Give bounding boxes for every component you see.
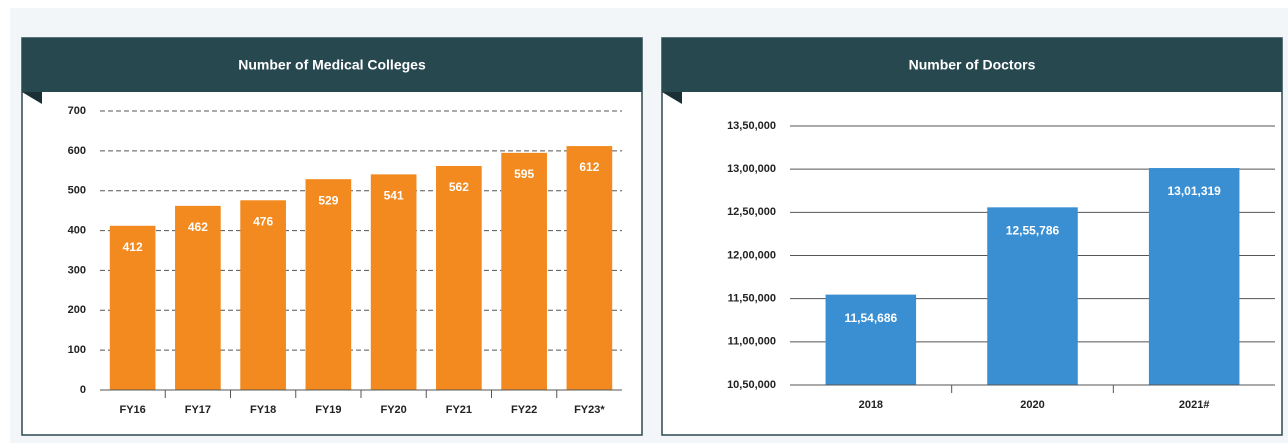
x-tick-label: FY22 <box>511 404 537 416</box>
x-tick-label: FY18 <box>250 404 276 416</box>
data-label: 13,01,319 <box>1167 184 1221 198</box>
x-tick-label: FY16 <box>119 404 145 416</box>
data-label: 529 <box>318 193 338 207</box>
data-label: 476 <box>253 214 273 228</box>
x-tick-label: FY21 <box>446 404 472 416</box>
chart-title: Number of Medical Colleges <box>238 57 426 73</box>
data-label: 12,55,786 <box>1006 224 1060 238</box>
panel-header <box>22 38 642 92</box>
bar <box>566 146 613 390</box>
y-tick-label: 11,50,000 <box>728 293 776 305</box>
y-tick-label: 600 <box>68 145 86 157</box>
data-label: 612 <box>579 160 599 174</box>
y-tick-label: 12,00,000 <box>727 249 776 261</box>
y-tick-label: 11,00,000 <box>728 336 776 348</box>
y-tick-label: 500 <box>68 185 86 197</box>
bar <box>987 207 1078 385</box>
y-tick-label: 200 <box>68 304 86 316</box>
data-label: 462 <box>188 220 208 234</box>
data-label: 595 <box>514 167 534 181</box>
header-fold <box>662 92 682 104</box>
y-tick-label: 300 <box>68 264 86 276</box>
bar <box>305 179 352 390</box>
data-label: 541 <box>384 189 404 203</box>
chart-title: Number of Doctors <box>909 57 1036 73</box>
y-tick-label: 12,50,000 <box>727 206 776 218</box>
y-tick-label: 13,00,000 <box>727 163 776 175</box>
bar <box>501 152 547 390</box>
bar <box>1148 168 1240 385</box>
panel-header <box>662 38 1282 92</box>
data-label: 562 <box>449 180 469 194</box>
y-tick-label: 400 <box>68 224 86 236</box>
x-tick-label: FY17 <box>185 404 211 416</box>
x-tick-label: FY19 <box>315 404 341 416</box>
x-tick-label: 2021# <box>1179 399 1210 411</box>
x-tick-label: 2018 <box>859 399 883 411</box>
data-label: 412 <box>123 240 143 254</box>
y-tick-label: 700 <box>68 105 86 117</box>
y-tick-label: 13,50,000 <box>727 120 776 132</box>
bar <box>175 205 221 390</box>
bar <box>370 174 417 390</box>
header-fold <box>22 92 42 104</box>
data-label: 11,54,686 <box>844 311 897 325</box>
x-tick-label: FY20 <box>380 404 406 416</box>
y-tick-label: 10,50,000 <box>727 379 776 391</box>
x-tick-label: FY23* <box>574 404 605 416</box>
bar <box>240 200 286 390</box>
x-tick-label: 2020 <box>1020 399 1044 411</box>
y-tick-label: 100 <box>68 344 86 356</box>
bar <box>109 225 156 390</box>
bar <box>436 166 482 390</box>
y-tick-label: 0 <box>80 384 86 396</box>
bar <box>825 294 917 385</box>
